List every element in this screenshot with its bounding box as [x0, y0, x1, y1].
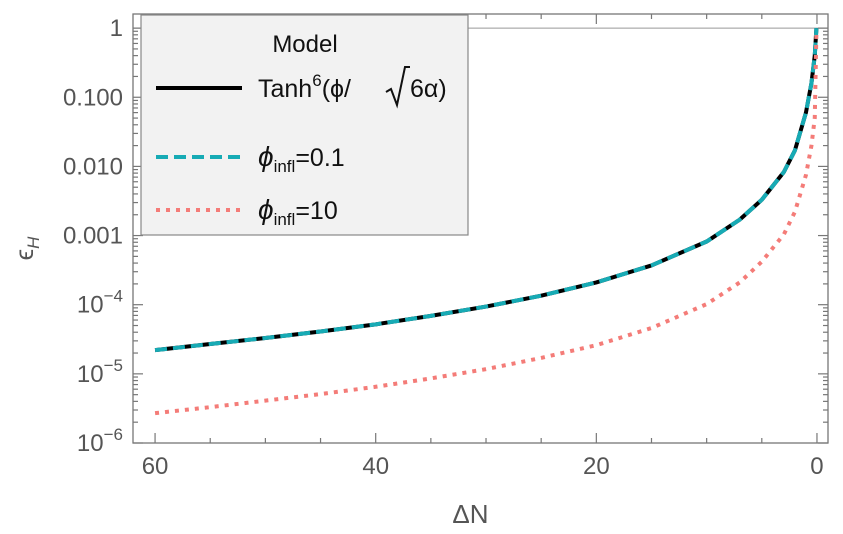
x-axis-label: ΔN: [452, 499, 488, 529]
legend: Model Tanh6(ϕ/6α) ϕinfl=0.1 ϕinfl=10: [140, 14, 469, 236]
y-tick-label: 0.001: [63, 223, 123, 250]
y-tick-label: 0.100: [63, 84, 123, 111]
plot-frame: [132, 13, 829, 444]
x-tick-label: 60: [142, 453, 169, 480]
axes-layer: 60 40 20 0 10−6 10−5 10−4 0.001 0.010 0.100 1 ΔN ϵH: [9, 13, 829, 529]
y-tick-label: 10−5: [77, 356, 123, 388]
legend-title: Model: [272, 31, 337, 58]
legend-radicand: 6α): [410, 75, 447, 103]
y-tick-label: 10−4: [77, 287, 123, 319]
x-tick-label: 40: [362, 453, 389, 480]
x-tick-label: 20: [583, 453, 610, 480]
legend-box: [140, 14, 469, 236]
y-axis-label: ϵH: [9, 236, 43, 261]
y-tick-label: 1: [110, 15, 123, 42]
x-tick-label: 0: [810, 453, 823, 480]
legend-label-3: ϕinfl=10: [258, 194, 338, 229]
y-tick-label: 0.010: [63, 153, 123, 180]
legend-label-1: Tanh6(ϕ/: [258, 71, 351, 103]
sqrt-sign: [385, 66, 410, 109]
y-tick-label: 10−6: [77, 425, 123, 457]
series-line-2: [154, 27, 819, 353]
series-line-3: [154, 31, 819, 416]
legend-label-2: ϕinfl=0.1: [258, 141, 345, 176]
